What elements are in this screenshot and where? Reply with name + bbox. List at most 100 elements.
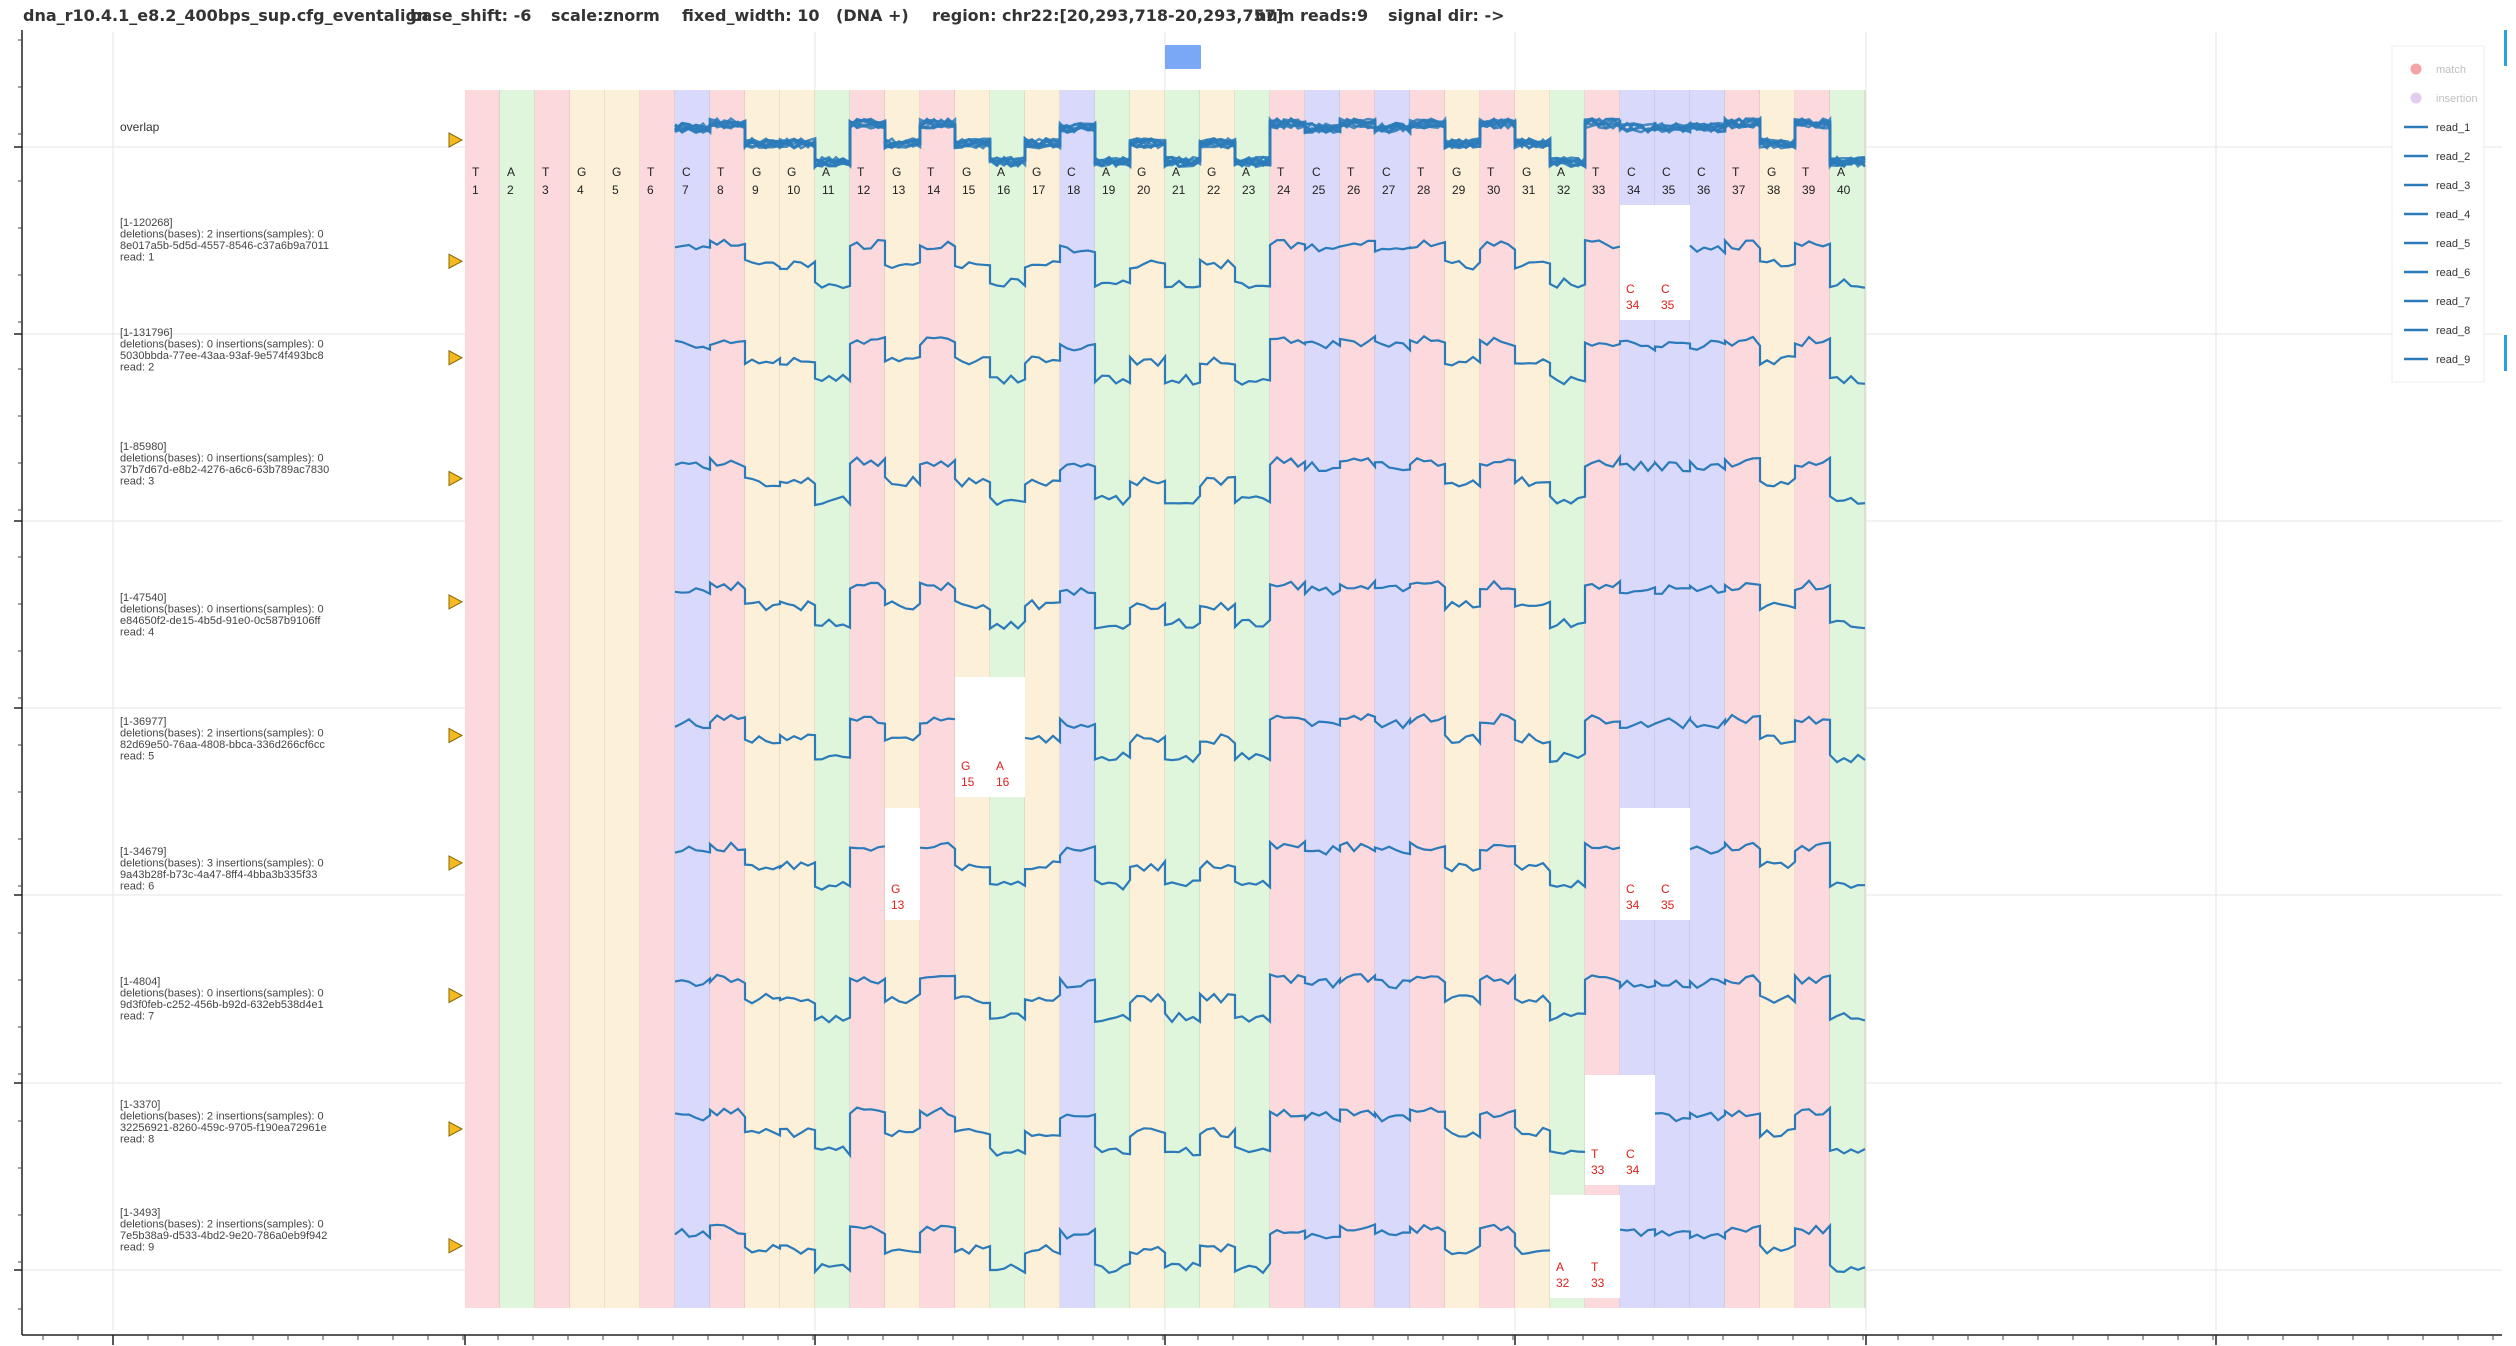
base-band-G bbox=[1130, 90, 1165, 1308]
read-marker-icon[interactable] bbox=[448, 727, 464, 744]
read-range-label: [1-131796] bbox=[120, 327, 173, 339]
legend-label-read_6[interactable]: read_6 bbox=[2436, 267, 2470, 279]
read-info-4: [1-47540]deletions(bases): 0 insertions(… bbox=[120, 592, 324, 639]
read-uuid-label: 8e017a5b-5d5d-4557-8546-c37a6b9a7011 bbox=[120, 240, 329, 252]
legend-swatch-match[interactable] bbox=[2410, 63, 2422, 75]
base-shift-label: base_shift: -6 bbox=[410, 6, 532, 25]
position-base-label: A bbox=[1172, 165, 1180, 179]
legend-label-read_7[interactable]: read_7 bbox=[2436, 296, 2470, 308]
legend-label-read_9[interactable]: read_9 bbox=[2436, 354, 2470, 366]
base-band-T bbox=[1725, 90, 1760, 1308]
toolbar-accent[interactable] bbox=[2504, 335, 2507, 371]
deletion-position-label: 15 bbox=[961, 775, 975, 789]
position-number-label: 8 bbox=[717, 183, 724, 197]
base-band-A bbox=[500, 90, 535, 1308]
base-band-T bbox=[1410, 90, 1445, 1308]
read-info-5: [1-36977]deletions(bases): 2 insertions(… bbox=[120, 716, 325, 763]
legend-label-read_3[interactable]: read_3 bbox=[2436, 180, 2470, 192]
position-base-label: T bbox=[1487, 165, 1495, 179]
position-number-label: 19 bbox=[1102, 183, 1116, 197]
read-marker-icon[interactable] bbox=[448, 594, 464, 610]
region-label: region: chr22:[20,293,718-20,293,757] bbox=[932, 6, 1284, 25]
pan-tool-box[interactable] bbox=[1165, 45, 1201, 69]
position-base-label: T bbox=[647, 165, 655, 179]
deletion-base-label: C bbox=[1661, 882, 1670, 896]
read-marker-icon[interactable] bbox=[448, 987, 464, 1004]
position-base-label: T bbox=[1592, 165, 1600, 179]
position-number-label: 40 bbox=[1837, 183, 1851, 197]
position-number-label: 7 bbox=[682, 183, 689, 197]
read-marker-icon[interactable] bbox=[448, 1238, 464, 1254]
position-base-label: C bbox=[1627, 165, 1636, 179]
num-reads-label: num reads:9 bbox=[1255, 6, 1369, 25]
deletion-position-label: 33 bbox=[1591, 1163, 1605, 1177]
base-band-G bbox=[570, 90, 605, 1308]
deletion-base-label: T bbox=[1591, 1260, 1599, 1274]
base-band-T bbox=[1795, 90, 1830, 1308]
position-base-label: A bbox=[997, 165, 1005, 179]
legend-swatch-insertion[interactable] bbox=[2410, 92, 2422, 104]
position-number-label: 37 bbox=[1732, 183, 1746, 197]
base-band-T bbox=[1340, 90, 1375, 1308]
position-base-label: G bbox=[1032, 165, 1041, 179]
legend-label-read_1[interactable]: read_1 bbox=[2436, 122, 2470, 134]
base-band-C bbox=[1375, 90, 1410, 1308]
legend-label-match[interactable]: match bbox=[2436, 64, 2466, 76]
base-band-C bbox=[1690, 90, 1725, 1308]
base-band-A bbox=[1550, 90, 1585, 1308]
position-base-label: A bbox=[1102, 165, 1110, 179]
deletion-gap bbox=[1585, 1195, 1620, 1298]
read-marker-icon[interactable] bbox=[448, 132, 464, 148]
legend-label-read_2[interactable]: read_2 bbox=[2436, 151, 2470, 163]
read-range-label: [1-3493] bbox=[120, 1207, 160, 1219]
position-number-label: 14 bbox=[927, 183, 941, 197]
base-band-A bbox=[815, 90, 850, 1308]
read-info-8: [1-3370]deletions(bases): 2 insertions(s… bbox=[120, 1099, 327, 1146]
overlap-signal-read_9 bbox=[674, 115, 1865, 170]
legend-label-insertion[interactable]: insertion bbox=[2436, 93, 2478, 105]
deletion-gap bbox=[990, 677, 1025, 797]
position-number-label: 15 bbox=[962, 183, 976, 197]
legend-label-read_5[interactable]: read_5 bbox=[2436, 238, 2470, 250]
read-number-label: read: 2 bbox=[120, 362, 154, 374]
legend-label-read_8[interactable]: read_8 bbox=[2436, 325, 2470, 337]
position-base-label: T bbox=[717, 165, 725, 179]
position-number-label: 31 bbox=[1522, 183, 1536, 197]
read-marker-icon[interactable] bbox=[448, 470, 464, 487]
position-base-label: T bbox=[1277, 165, 1285, 179]
position-base-label: G bbox=[1137, 165, 1146, 179]
filename-label: dna_r10.4.1_e8.2_400bps_sup.cfg_eventali… bbox=[23, 6, 429, 25]
position-base-label: A bbox=[1242, 165, 1250, 179]
position-base-label: G bbox=[1452, 165, 1461, 179]
read-uuid-label: 7e5b38a9-d533-4bd2-9e20-786a0eb9f942 bbox=[120, 1230, 327, 1242]
position-base-label: T bbox=[1802, 165, 1810, 179]
toolbar-accent[interactable] bbox=[2504, 30, 2507, 66]
read-marker-icon[interactable] bbox=[448, 1121, 464, 1137]
position-base-label: G bbox=[577, 165, 586, 179]
base-band-G bbox=[1200, 90, 1235, 1308]
base-band-G bbox=[885, 90, 920, 1308]
base-band-T bbox=[920, 90, 955, 1308]
base-band-G bbox=[1445, 90, 1480, 1308]
deletion-position-label: 34 bbox=[1626, 898, 1640, 912]
read-stats-label: deletions(bases): 2 insertions(samples):… bbox=[120, 1111, 324, 1123]
base-band-G bbox=[780, 90, 815, 1308]
read-marker-icon[interactable] bbox=[448, 349, 464, 366]
read-info-2: [1-131796]deletions(bases): 0 insertions… bbox=[120, 327, 324, 374]
overlap-label: overlap bbox=[120, 120, 160, 134]
read-marker-icon[interactable] bbox=[448, 855, 464, 871]
position-number-label: 26 bbox=[1347, 183, 1361, 197]
position-number-label: 38 bbox=[1767, 183, 1781, 197]
position-base-label: G bbox=[612, 165, 621, 179]
legend-label-read_4[interactable]: read_4 bbox=[2436, 209, 2470, 221]
read-stats-label: deletions(bases): 0 insertions(samples):… bbox=[120, 339, 324, 351]
deletion-base-label: T bbox=[1591, 1147, 1599, 1161]
read-stats-label: deletions(bases): 2 insertions(samples):… bbox=[120, 1219, 324, 1231]
read-marker-icon[interactable] bbox=[448, 253, 464, 270]
position-base-label: C bbox=[1382, 165, 1391, 179]
deletion-position-label: 34 bbox=[1626, 298, 1640, 312]
read-range-label: [1-34679] bbox=[120, 846, 166, 858]
read-signal-7 bbox=[674, 972, 1866, 1025]
base-band-G bbox=[1025, 90, 1060, 1308]
